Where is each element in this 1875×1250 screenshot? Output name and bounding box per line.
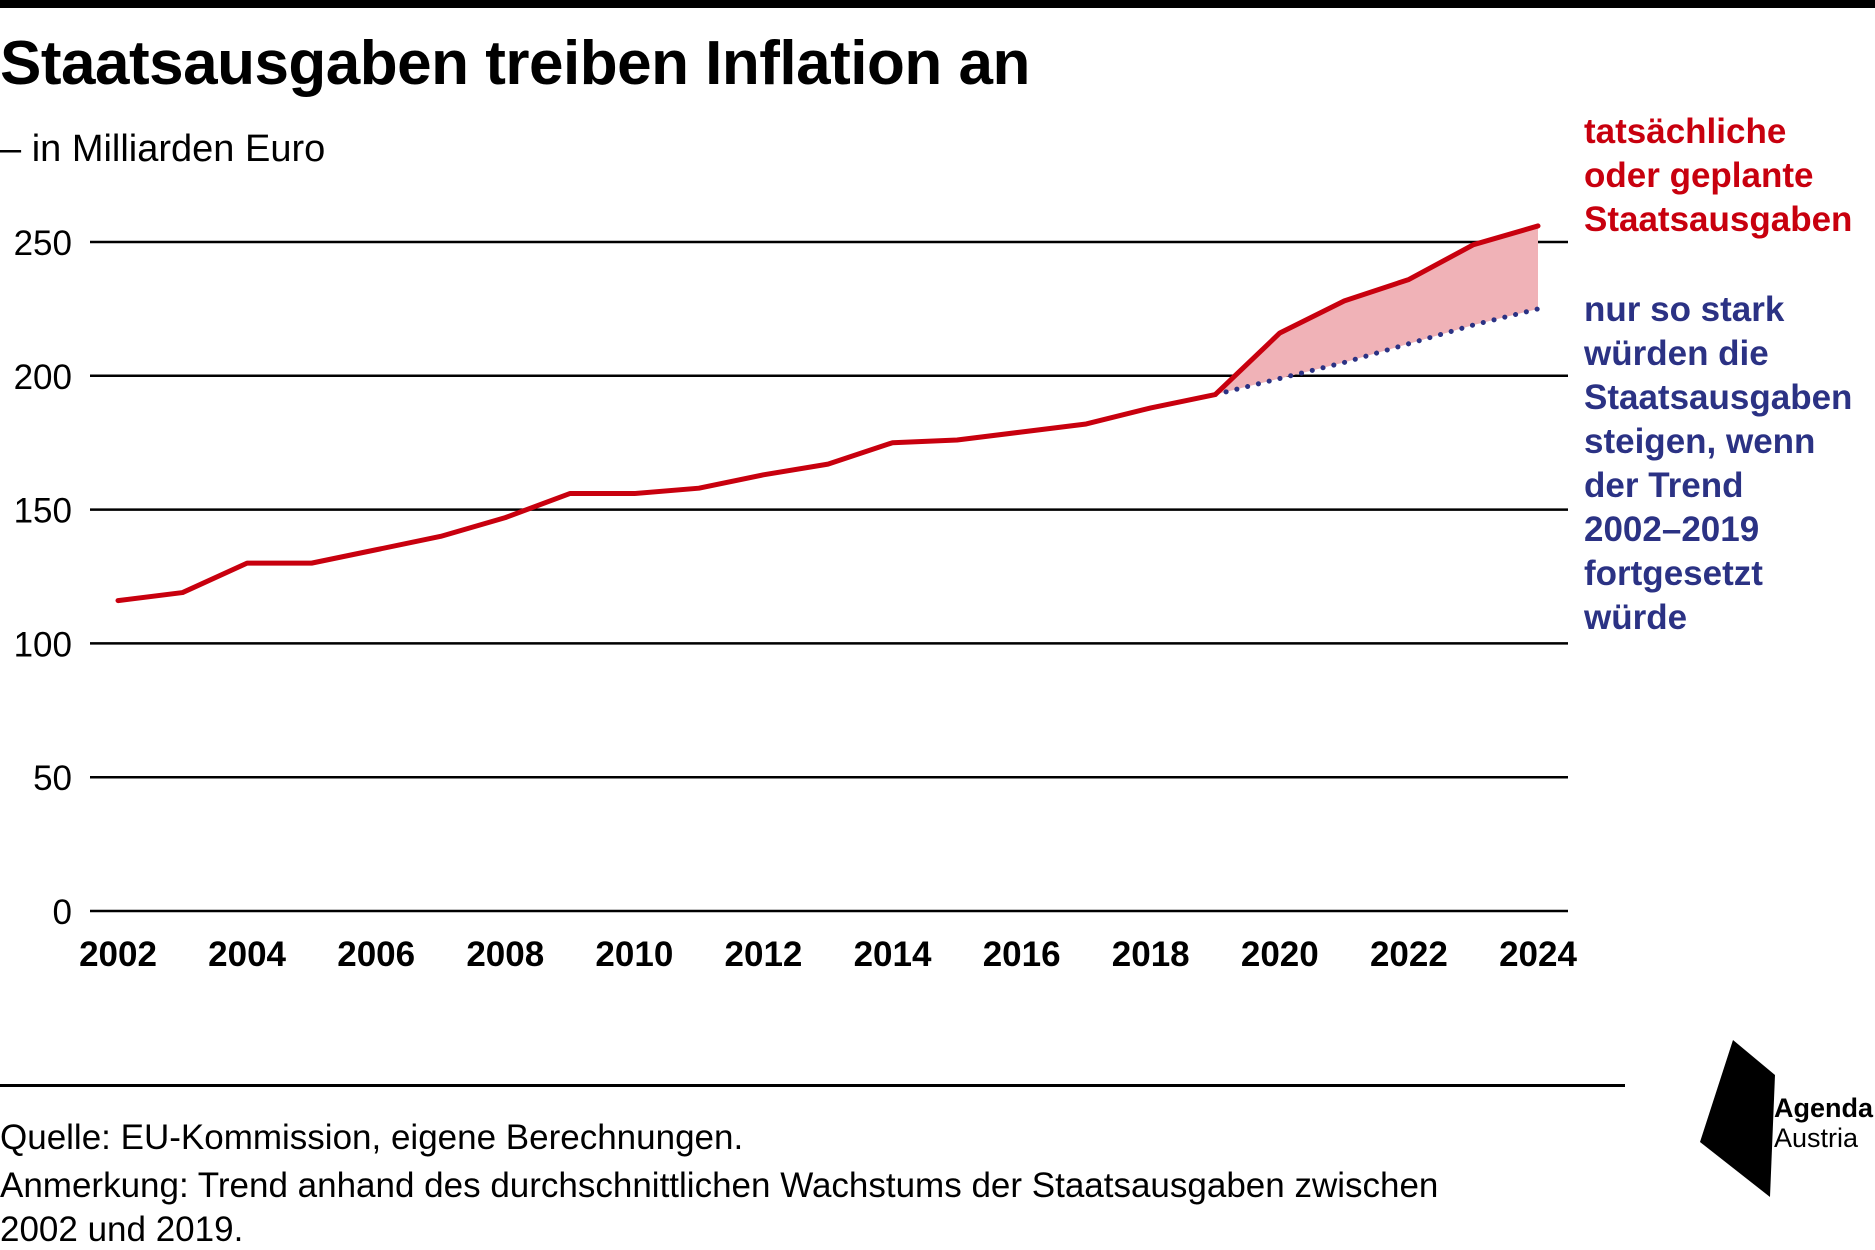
- y-tick-label: 100: [14, 625, 72, 664]
- x-tick-label: 2008: [466, 935, 544, 974]
- x-tick-label: 2006: [337, 935, 415, 974]
- annotation-trend-line: der Trend: [1584, 466, 1744, 505]
- annotation-trend-line: nur so stark: [1584, 290, 1785, 329]
- annotation-actual-line: Staatsausgaben: [1584, 200, 1853, 239]
- x-tick-label: 2020: [1241, 935, 1319, 974]
- chart-title: Staatsausgaben treiben Inflation an: [0, 29, 1030, 98]
- x-tick-label: 2004: [208, 935, 286, 974]
- footer-rule: [0, 1084, 1625, 1087]
- y-tick-label: 50: [33, 759, 72, 798]
- annotation-actual-line: tatsächliche: [1584, 112, 1787, 151]
- x-tick-label: 2024: [1499, 935, 1577, 974]
- annotation-trend-line: 2002–2019: [1584, 510, 1760, 549]
- footnote-line-1: Anmerkung: Trend anhand des durchschnitt…: [0, 1166, 1439, 1205]
- x-tick-label: 2010: [595, 935, 673, 974]
- x-tick-label: 2022: [1370, 935, 1448, 974]
- gap-area-fill: [1215, 225, 1538, 395]
- agenda-austria-logo-icon: [1700, 1040, 1775, 1197]
- x-axis-labels: 2002 2004 2006 2008 2010 2012 2014 2016 2018 2020…: [79, 935, 1577, 974]
- trend-series-line: [1212, 306, 1541, 398]
- annotation-trend-line: würden die: [1584, 334, 1769, 373]
- gridlines: [90, 240, 1568, 913]
- y-tick-label: 150: [14, 492, 72, 531]
- gap-area: [1215, 225, 1538, 395]
- actual-series-line: [115, 223, 1541, 604]
- footnote-line-2: 2002 und 2019.: [0, 1210, 244, 1249]
- top-rule: [0, 0, 1875, 8]
- source-note: Quelle: EU-Kommission, eigene Berechnung…: [0, 1118, 744, 1157]
- logo-wordmark: Agenda Austria: [1774, 1093, 1873, 1153]
- x-tick-label: 2012: [725, 935, 803, 974]
- chart-subtitle: – in Milliarden Euro: [0, 128, 326, 170]
- logo-line-1: Agenda: [1774, 1093, 1874, 1123]
- x-tick-label: 2018: [1112, 935, 1190, 974]
- x-tick-label: 2016: [983, 935, 1061, 974]
- annotation-trend-line: fortgesetzt: [1584, 554, 1763, 593]
- x-tick-label: 2002: [79, 935, 157, 974]
- y-tick-label: 0: [53, 893, 72, 932]
- y-tick-label: 250: [14, 224, 72, 263]
- line-chart: 0 50 100 150 200 250 2002 2004 2006 2008 2010 2012…: [14, 223, 1577, 974]
- series-lines: [115, 223, 1541, 604]
- annotation-trend-line: würde: [1584, 598, 1688, 637]
- annotation-actual: tatsächliche oder geplante Staatsausgabe…: [1584, 110, 1852, 242]
- data-points: [118, 226, 1538, 601]
- annotation-trend-line: steigen, wenn: [1584, 422, 1816, 461]
- annotation-actual-line: oder geplante: [1584, 156, 1814, 195]
- y-axis-labels: 0 50 100 150 200 250: [14, 224, 72, 932]
- logo-line-2: Austria: [1774, 1123, 1859, 1153]
- y-tick-label: 200: [14, 358, 72, 397]
- annotation-trend-line: Staatsausgaben: [1584, 378, 1853, 417]
- annotation-trend: nur so stark würden die Staatsausgaben s…: [1584, 288, 1852, 640]
- x-tick-label: 2014: [854, 935, 932, 974]
